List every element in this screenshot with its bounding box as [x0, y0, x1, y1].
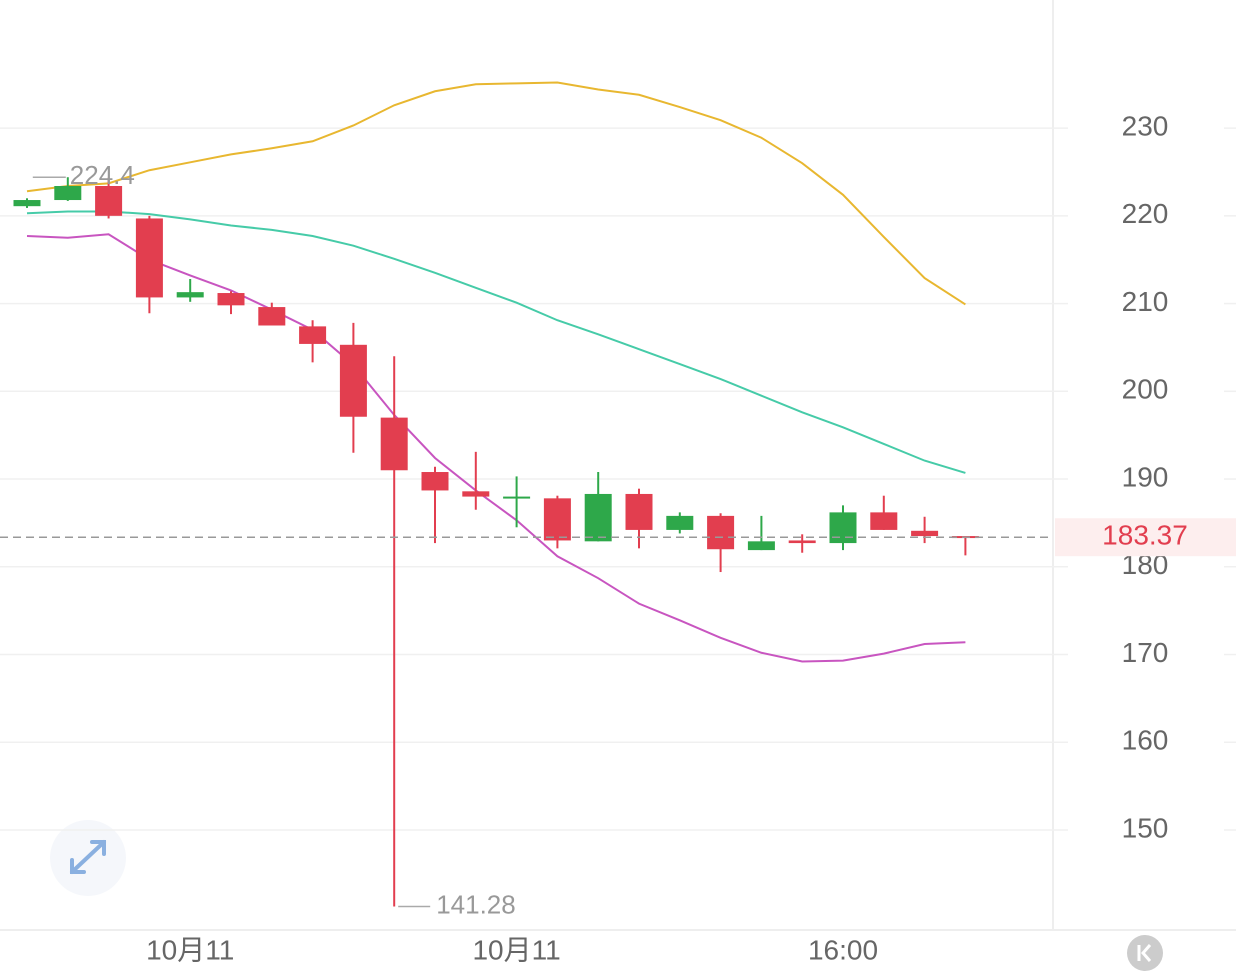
band-line [26, 210, 966, 474]
candle-body [54, 186, 82, 201]
x-tick-label: 16:00 [808, 934, 878, 965]
candle-body [135, 218, 163, 298]
y-tick-label: 220 [1122, 198, 1169, 229]
last-price-label: 183.37 [1102, 520, 1188, 551]
candle-body [625, 493, 653, 530]
candle-body [666, 515, 694, 530]
collapse-button[interactable] [1127, 935, 1163, 971]
candle-body [462, 491, 490, 497]
last-price-bg [1055, 518, 1236, 557]
candle-body [258, 307, 286, 326]
candle-body [911, 530, 939, 537]
candle-body [870, 512, 898, 530]
candle-body [543, 498, 571, 541]
candle-body [707, 515, 735, 550]
candle-body [299, 326, 327, 344]
collapse-icon [1137, 944, 1152, 962]
candle-body [788, 540, 816, 544]
candle-body [829, 512, 857, 544]
candle-body [421, 472, 449, 491]
y-tick-label: 190 [1122, 461, 1169, 492]
candle-body [13, 200, 41, 207]
collapse-bg [1127, 935, 1163, 971]
candle-body [176, 292, 204, 298]
min-label: 141.28 [436, 889, 516, 919]
candle-body [380, 417, 408, 471]
y-tick-label: 170 [1122, 637, 1169, 668]
candle-body [747, 541, 775, 551]
expand-icon [70, 840, 106, 874]
candle-body [95, 186, 123, 216]
y-tick-label: 200 [1122, 374, 1169, 405]
band-line [26, 81, 966, 306]
candle-body [584, 493, 612, 542]
y-tick-label: 160 [1122, 725, 1169, 756]
expand-button[interactable] [50, 820, 126, 896]
y-tick-label: 150 [1122, 812, 1169, 843]
candle-body [339, 344, 367, 417]
x-tick-label: 10月11 [472, 934, 560, 965]
candle-body [503, 496, 531, 499]
candle-body [217, 293, 245, 306]
band-line [26, 233, 966, 663]
x-tick-label: 10月11 [146, 934, 234, 965]
max-label: 224.4 [70, 160, 135, 190]
y-tick-label: 230 [1122, 110, 1169, 141]
y-tick-label: 210 [1122, 286, 1169, 317]
